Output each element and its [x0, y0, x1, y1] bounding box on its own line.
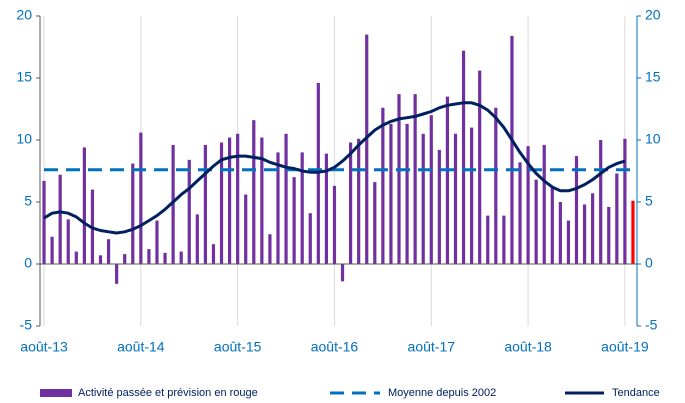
legend-label: Activité passée et prévision en rouge [78, 387, 258, 399]
bar [494, 107, 498, 264]
bar [365, 34, 369, 264]
bar [534, 179, 538, 264]
y-tick-label: 20 [16, 7, 32, 23]
bar [139, 132, 143, 264]
bar [106, 239, 111, 264]
bar [252, 120, 256, 264]
bar [397, 94, 401, 265]
y-tick-label: 15 [16, 69, 32, 85]
bar [413, 94, 417, 265]
bar [332, 185, 337, 264]
bar [123, 254, 127, 264]
bar [42, 180, 46, 264]
bar [429, 115, 433, 264]
bar [292, 177, 296, 264]
x-tick-label: août-16 [311, 339, 359, 355]
bar [155, 220, 159, 264]
bar [82, 147, 86, 264]
bar [445, 96, 450, 264]
y-tick-label: -5 [20, 317, 33, 333]
y2-tick-label: 20 [645, 7, 661, 23]
bar [461, 50, 466, 264]
bar [50, 236, 54, 264]
y2-tick-label: 15 [645, 69, 661, 85]
bar [623, 138, 627, 264]
bar [389, 123, 393, 264]
bar [131, 163, 135, 264]
bar [187, 159, 191, 264]
bar [324, 153, 328, 264]
legend-label: Tendance [612, 387, 660, 399]
bar [219, 142, 224, 264]
y2-tick-label: -5 [645, 317, 658, 333]
bar [470, 127, 474, 264]
bar [405, 123, 409, 264]
x-tick-label: août-19 [601, 339, 649, 355]
bar [510, 35, 514, 265]
y2-tick-label: 10 [645, 131, 661, 147]
bar [631, 200, 635, 264]
bar [268, 234, 272, 264]
bar [276, 152, 280, 264]
bar [373, 182, 377, 264]
bar [607, 206, 611, 264]
bar [478, 70, 482, 264]
bar [574, 156, 579, 264]
bar [349, 142, 353, 264]
trend-line [43, 101, 626, 235]
bar [211, 244, 216, 264]
x-tick-label: août-14 [117, 339, 165, 355]
bar [147, 249, 151, 264]
bar [308, 213, 312, 264]
bar [582, 204, 587, 264]
bar [357, 138, 361, 264]
bar [526, 146, 530, 264]
y-tick-label: 10 [16, 131, 32, 147]
bar [558, 202, 562, 264]
bar [591, 193, 595, 264]
bar [203, 144, 207, 264]
bar [66, 219, 70, 264]
x-tick-label: août-15 [214, 339, 262, 355]
bar [284, 133, 288, 264]
bar [340, 264, 345, 282]
bar [599, 140, 603, 264]
bar [98, 255, 103, 264]
bar [171, 144, 175, 264]
bar [566, 220, 571, 264]
bar [550, 185, 554, 264]
bar [381, 107, 385, 264]
bar [115, 264, 119, 284]
bar [542, 144, 546, 264]
bar [300, 152, 304, 264]
y-tick-label: 0 [24, 255, 32, 271]
y2-tick-label: 0 [645, 255, 653, 271]
bar [260, 137, 264, 264]
bar [236, 133, 240, 264]
bar [179, 251, 183, 264]
legend-swatch [40, 389, 72, 397]
bar [518, 162, 522, 264]
bar [437, 149, 441, 264]
legend-label: Moyenne depuis 2002 [388, 387, 496, 399]
x-tick-label: août-18 [504, 339, 552, 355]
bar [227, 137, 232, 264]
bar [244, 194, 248, 264]
y2-tick-label: 5 [645, 193, 653, 209]
x-tick-label: août-17 [408, 339, 456, 355]
x-tick-label: août-13 [20, 339, 68, 355]
bar [74, 251, 78, 264]
bar [502, 215, 506, 264]
bar [58, 174, 62, 264]
bar [195, 214, 199, 264]
bar [163, 252, 167, 264]
bar [486, 215, 490, 264]
y-tick-label: 5 [24, 193, 32, 209]
bar [421, 133, 425, 264]
bar [615, 173, 619, 264]
bar [453, 133, 458, 264]
